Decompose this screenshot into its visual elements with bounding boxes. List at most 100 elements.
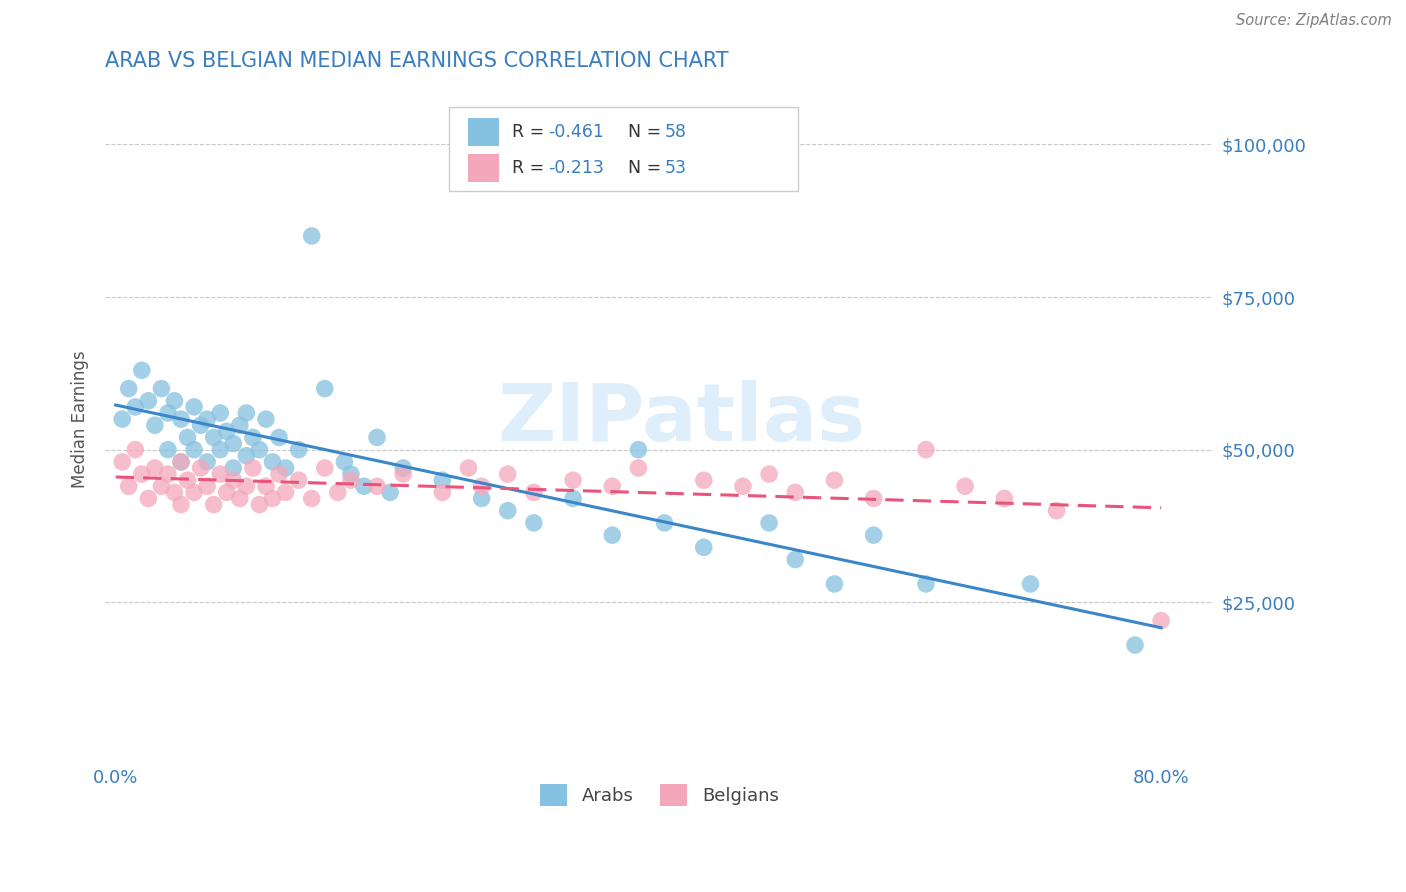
Point [758,467,780,481]
Point [249,498,271,512]
Point [366,430,388,444]
Text: -0.461: -0.461 [548,123,605,141]
Point [222,473,245,487]
Point [471,491,494,506]
Point [693,541,716,555]
Point [287,473,309,487]
Point [1123,638,1146,652]
Point [562,491,585,506]
Text: 53: 53 [665,159,688,178]
Point [229,491,252,506]
Point [993,491,1015,506]
Point [1150,614,1173,628]
Text: R =: R = [512,123,550,141]
Point [267,430,290,444]
Point [1045,504,1067,518]
Point [222,436,245,450]
Point [138,491,160,506]
Point [222,461,245,475]
Point [249,442,271,457]
Point [209,467,232,481]
Point [124,442,146,457]
Text: ARAB VS BELGIAN MEDIAN EARNINGS CORRELATION CHART: ARAB VS BELGIAN MEDIAN EARNINGS CORRELAT… [105,51,728,70]
Point [267,467,290,481]
Point [229,418,252,433]
Text: Source: ZipAtlas.com: Source: ZipAtlas.com [1236,13,1392,29]
Point [366,479,388,493]
Point [457,461,479,475]
Point [150,479,173,493]
Text: ZIPatlas: ZIPatlas [498,380,866,458]
Point [915,577,938,591]
Point [242,430,264,444]
Point [138,393,160,408]
Point [496,504,519,518]
Point [471,479,494,493]
Point [915,442,938,457]
Point [627,461,650,475]
Point [562,473,585,487]
Point [131,467,153,481]
Point [600,479,623,493]
Point [118,479,141,493]
Point [118,382,141,396]
Point [209,406,232,420]
Point [262,455,284,469]
Point [287,442,309,457]
Point [523,516,546,530]
Point [340,467,363,481]
Point [274,461,297,475]
Point [235,406,257,420]
Point [392,467,415,481]
Point [274,485,297,500]
FancyBboxPatch shape [468,118,499,146]
Point [731,479,754,493]
Point [111,412,134,426]
Point [156,442,179,457]
Point [785,485,807,500]
Point [195,412,218,426]
FancyBboxPatch shape [468,154,499,182]
Point [432,485,454,500]
Point [183,442,205,457]
Point [254,412,277,426]
Point [183,400,205,414]
Point [1019,577,1042,591]
Point [301,491,323,506]
FancyBboxPatch shape [449,107,797,191]
Point [953,479,976,493]
Legend: Arabs, Belgians: Arabs, Belgians [533,777,786,813]
Point [183,485,205,500]
Point [333,455,356,469]
Point [190,461,212,475]
Point [378,485,401,500]
Point [242,461,264,475]
Point [111,455,134,469]
Point [862,491,884,506]
Point [862,528,884,542]
Point [823,577,845,591]
Text: N =: N = [628,123,666,141]
Point [170,455,193,469]
Point [353,479,375,493]
Point [163,393,186,408]
Point [156,406,179,420]
Point [235,449,257,463]
Text: R =: R = [512,159,550,178]
Point [131,363,153,377]
Point [758,516,780,530]
Point [432,473,454,487]
Point [156,467,179,481]
Point [314,461,336,475]
Y-axis label: Median Earnings: Median Earnings [72,351,89,488]
Point [209,442,232,457]
Point [654,516,676,530]
Point [823,473,845,487]
Point [150,382,173,396]
Text: 58: 58 [665,123,688,141]
Point [143,461,166,475]
Text: -0.213: -0.213 [548,159,605,178]
Point [215,425,238,439]
Point [523,485,546,500]
Point [202,430,225,444]
